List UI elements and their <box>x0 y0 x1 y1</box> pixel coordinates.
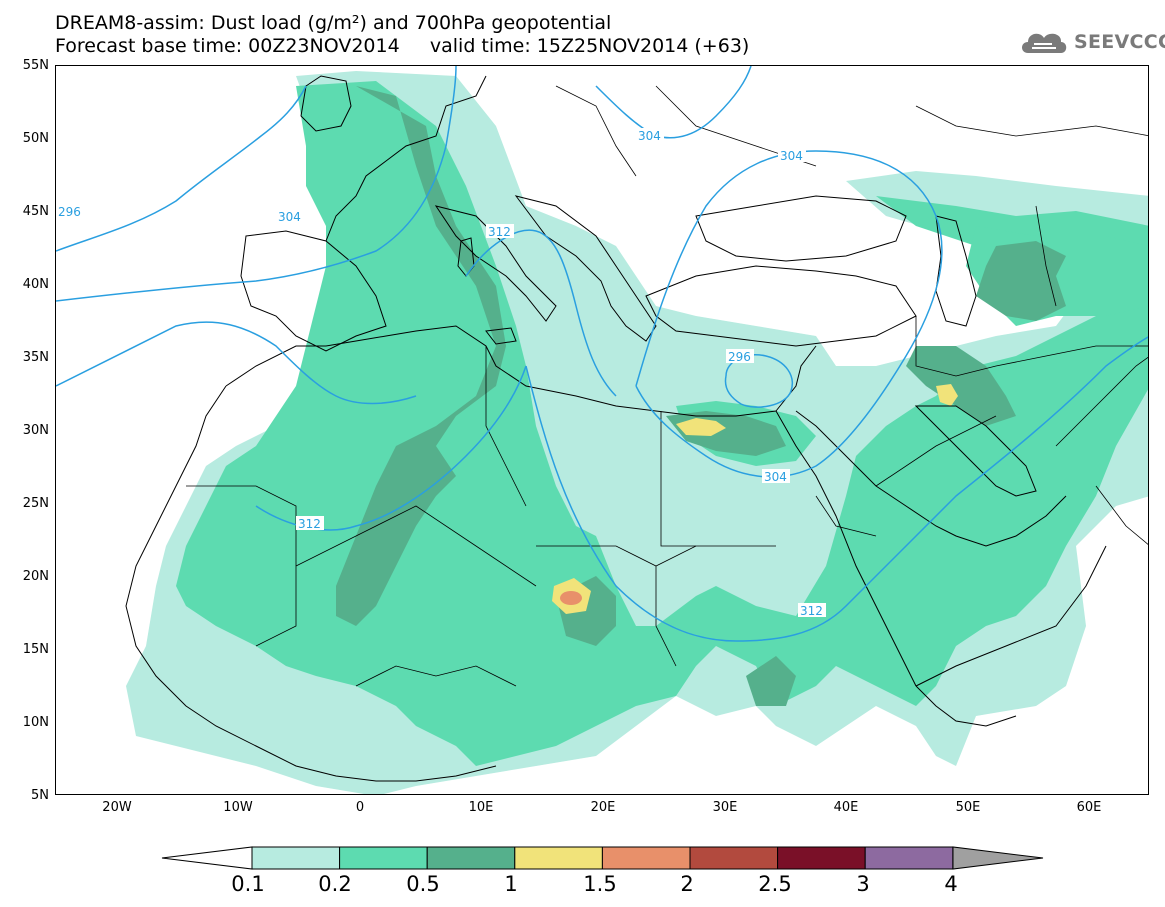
forecast-time-info: Forecast base time: 00Z23NOV2014 valid t… <box>55 35 750 57</box>
lon-label: 60E <box>1076 800 1102 815</box>
colorbar-box <box>339 846 428 870</box>
lon-label: 30E <box>712 800 738 815</box>
coastlines <box>125 75 1148 782</box>
contour-label: 312 <box>488 225 511 239</box>
map-title: DREAM8-assim: Dust load (g/m²) and 700hP… <box>55 12 612 34</box>
colorbar-boxes <box>251 846 954 870</box>
colorbar-label: 3 <box>856 872 870 896</box>
contour-label: 304 <box>780 149 803 163</box>
colorbar-under-arrow <box>161 846 253 870</box>
lat-label: 45N <box>22 204 49 219</box>
lon-label: 20W <box>102 800 132 815</box>
lon-label: 10E <box>468 800 494 815</box>
map-panel: 296 304 312 304 304 296 304 312 312 <box>55 65 1149 795</box>
colorbar-label: 4 <box>944 872 958 896</box>
lat-label: 15N <box>22 642 49 657</box>
colorbar-label: 0.5 <box>406 872 440 896</box>
contour-label: 304 <box>764 470 787 484</box>
seevccc-logo: SEEVCCC <box>1018 26 1165 58</box>
contour-label: 296 <box>728 350 751 364</box>
lon-label: 0 <box>355 800 365 815</box>
contour-labels: 296 304 312 304 304 296 304 312 312 <box>56 128 826 618</box>
lat-label: 30N <box>22 423 49 438</box>
colorbar-label: 0.2 <box>318 872 352 896</box>
lat-label: 55N <box>22 58 49 73</box>
colorbar-label: 2 <box>680 872 694 896</box>
colorbar-box <box>777 846 866 870</box>
lon-label: 50E <box>955 800 981 815</box>
colorbar-box <box>251 846 341 870</box>
contour-label: 312 <box>298 517 321 531</box>
lat-label: 35N <box>22 350 49 365</box>
lat-label: 10N <box>22 715 49 730</box>
lat-label: 25N <box>22 496 49 511</box>
colorbar-box <box>689 846 779 870</box>
colorbar-label: 1.5 <box>583 872 617 896</box>
dust-map: 296 304 312 304 304 296 304 312 312 <box>56 66 1148 794</box>
logo-text: SEEVCCC <box>1074 31 1165 53</box>
dust-layer-1-5 <box>560 591 582 605</box>
lon-label: 10W <box>223 800 253 815</box>
colorbar-label: 1 <box>504 872 518 896</box>
colorbar <box>161 846 1044 870</box>
colorbar-label: 2.5 <box>758 872 792 896</box>
lat-label: 20N <box>22 569 49 584</box>
colorbar-box <box>426 846 516 870</box>
contour-label: 312 <box>800 604 823 618</box>
colorbar-label: 0.1 <box>231 872 265 896</box>
colorbar-box <box>864 846 954 870</box>
contour-label: 296 <box>58 205 81 219</box>
lat-label: 40N <box>22 277 49 292</box>
cloud-logo-icon <box>1022 33 1067 53</box>
colorbar-over-arrow <box>952 846 1044 870</box>
lon-label: 20E <box>590 800 616 815</box>
geopotential-contours <box>56 66 1148 642</box>
contour-label: 304 <box>278 210 301 224</box>
colorbar-box <box>601 846 691 870</box>
colorbar-box <box>514 846 603 870</box>
lon-label: 40E <box>833 800 859 815</box>
lat-label: 50N <box>22 131 49 146</box>
contour-label: 304 <box>638 129 661 143</box>
lat-label: 5N <box>31 788 49 803</box>
